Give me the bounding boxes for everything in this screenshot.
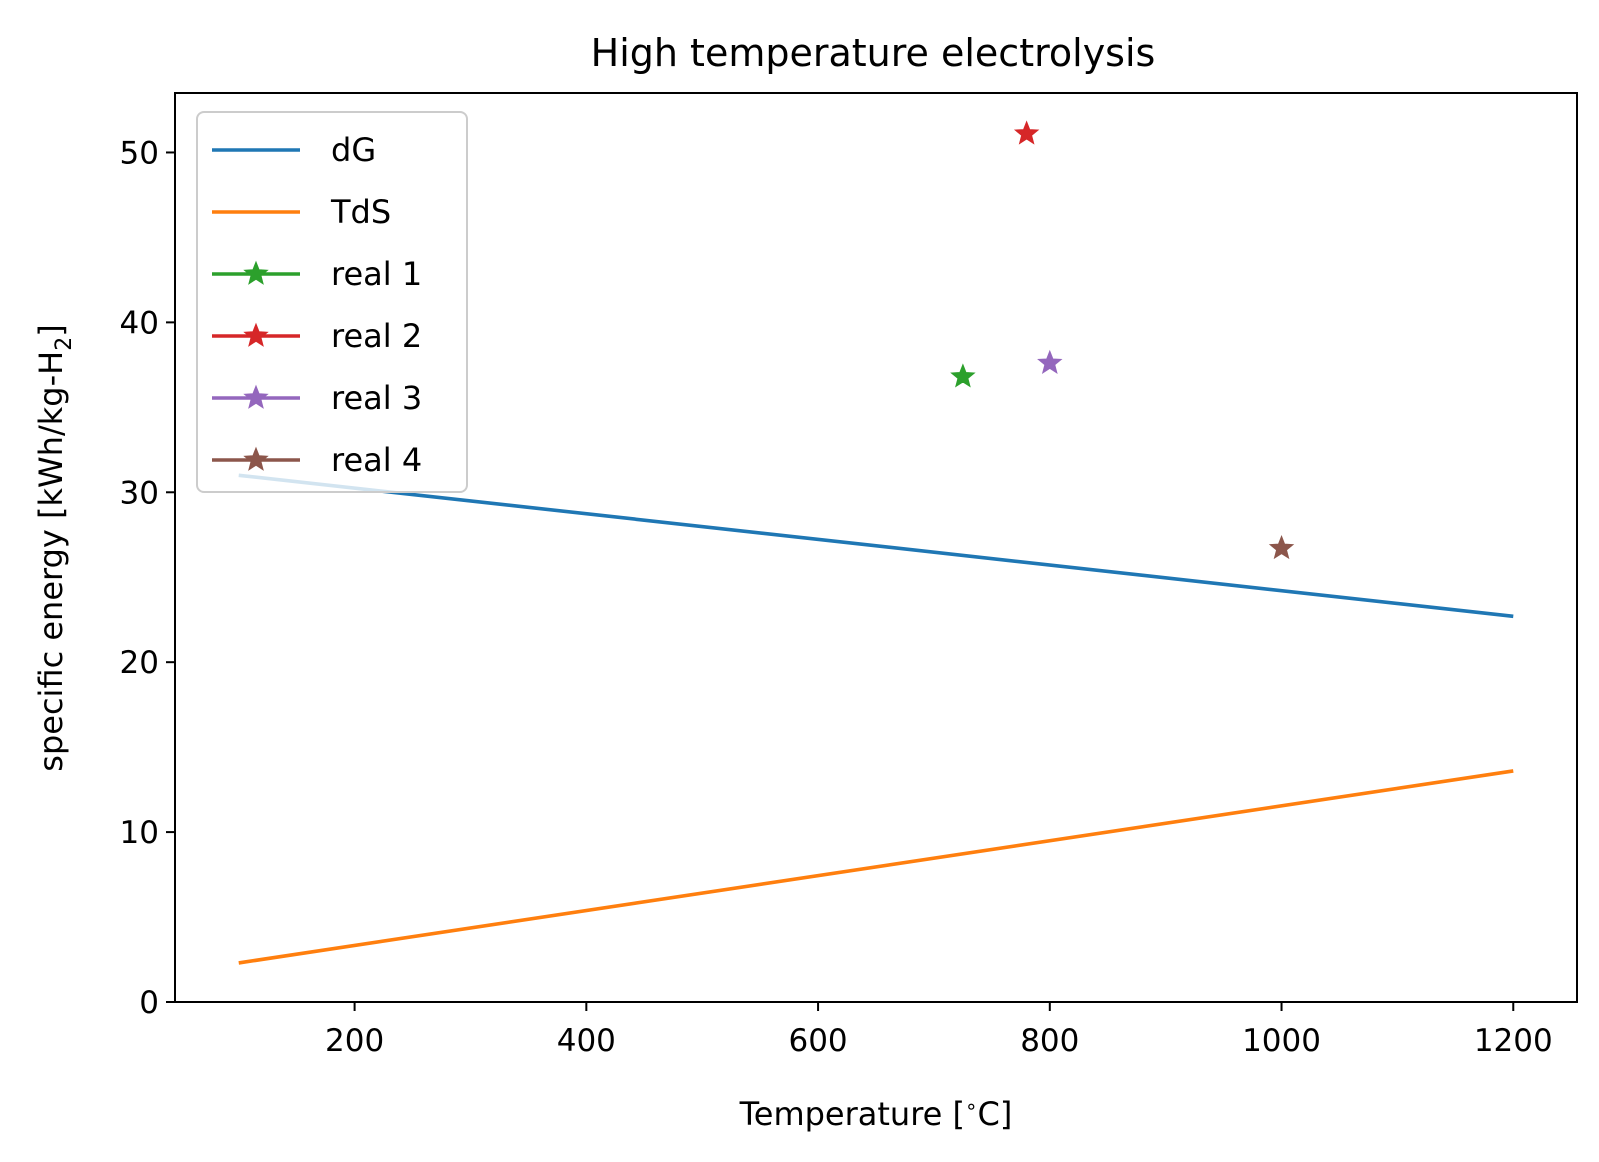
data-point-real-1 (950, 363, 976, 388)
x-axis-label: Temperature [∘C] (739, 1094, 1013, 1133)
y-tick-label: 40 (120, 305, 159, 341)
data-point-real-3 (1037, 349, 1063, 374)
legend-label-real-2: real 2 (331, 317, 422, 355)
legend-label-tds: TdS (330, 193, 391, 231)
legend-label-real-1: real 1 (331, 255, 422, 293)
x-tick-label: 400 (557, 1023, 616, 1059)
x-tick-label: 1000 (1242, 1023, 1321, 1059)
legend: dG TdS real 1 real 2 real 3 real 4 (196, 111, 468, 493)
x-tick-label: 1200 (1474, 1023, 1553, 1059)
x-tick-label: 200 (325, 1023, 384, 1059)
legend-box (196, 111, 468, 493)
chart-title: High temperature electrolysis (591, 31, 1156, 75)
y-axis-label-suffix: ] (32, 324, 70, 336)
y-axis-label-prefix: specific energy [kWh/kg-H (32, 351, 70, 772)
legend-marker-real-1 (243, 260, 269, 285)
y-tick-label: 20 (120, 645, 159, 681)
x-axis-label-degree: ∘ (965, 1094, 978, 1118)
y-tick-label: 50 (120, 135, 159, 171)
y-tick-label: 10 (120, 815, 159, 851)
x-axis-label-prefix: Temperature [ (739, 1095, 965, 1133)
data-point-real-2 (1013, 120, 1040, 145)
data-point-real-4 (1268, 534, 1295, 560)
x-tick-label: 800 (1020, 1023, 1079, 1059)
y-axis-ticks: 0 10 20 30 40 50 (120, 135, 175, 1021)
legend-marker-real-2 (243, 322, 269, 347)
x-tick-label: 600 (788, 1023, 847, 1059)
legend-label-real-4: real 4 (331, 441, 422, 479)
series-line-dg (238, 473, 1514, 619)
legend-marker-real-3 (243, 384, 269, 409)
y-axis-label: specific energy [kWh/kg-H2] (32, 324, 77, 771)
y-tick-label: 30 (120, 475, 159, 511)
x-axis-ticks: 200 400 600 800 1000 1200 (325, 1002, 1553, 1059)
legend-marker-real-4 (243, 446, 269, 471)
plot-frame (174, 92, 1578, 1003)
legend-label-real-3: real 3 (331, 379, 422, 417)
x-axis-label-suffix: C] (978, 1095, 1013, 1133)
plot-series (238, 120, 1514, 965)
y-tick-label: 0 (139, 985, 159, 1021)
legend-label-dg: dG (331, 131, 376, 169)
series-line-tds (238, 769, 1514, 965)
y-axis-label-subscript: 2 (52, 337, 77, 351)
